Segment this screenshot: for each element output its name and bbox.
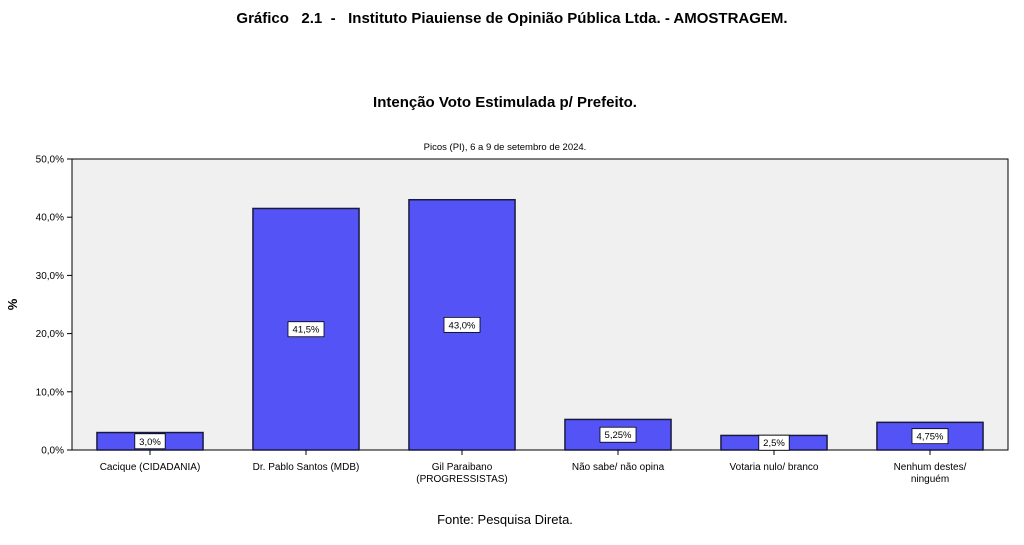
data-label-box bbox=[287, 321, 325, 338]
y-tick-label: 10,0% bbox=[36, 387, 64, 398]
y-tick-label: 50,0% bbox=[36, 155, 64, 166]
category-label: Gil Paraibano (PROGRESSISTAS) bbox=[416, 462, 508, 485]
data-label-box bbox=[443, 316, 481, 333]
y-axis: 0,0% 10,0% 20,0% 30,0% 40,0% 50,0% bbox=[36, 155, 72, 457]
data-label: 5,25% bbox=[605, 430, 632, 441]
y-tick-label: 20,0% bbox=[36, 329, 64, 340]
chart-subtitle: Picos (PI), 6 a 9 de setembro de 2024. bbox=[423, 142, 587, 153]
category-label: Não sabe/ não opina bbox=[572, 462, 665, 473]
category-label: Nenhum destes/ninguém bbox=[894, 462, 967, 485]
y-tick-label: 40,0% bbox=[36, 213, 64, 224]
data-label: 4,75% bbox=[917, 432, 944, 443]
data-label-box bbox=[134, 433, 166, 450]
category-label: Dr. Pablo Santos (MDB) bbox=[253, 462, 360, 473]
data-label: 2,5% bbox=[763, 438, 785, 449]
source-note: Fonte: Pesquisa Direta. bbox=[437, 512, 573, 527]
data-label: 43,0% bbox=[449, 320, 476, 331]
x-axis-labels: Cacique (CIDADANIA) Dr. Pablo Santos (MDB… bbox=[100, 450, 967, 485]
data-label-box bbox=[599, 426, 637, 443]
bars-group: 3,0% 41,5% 43,0% 5,25% 2,5% 4,75% bbox=[96, 198, 984, 451]
y-tick-label: 0,0% bbox=[41, 446, 64, 457]
y-axis-title: % bbox=[5, 298, 20, 310]
plot-area bbox=[71, 158, 1009, 451]
chart-title: Intenção Voto Estimulada p/ Prefeito. bbox=[373, 94, 637, 111]
data-label-box bbox=[911, 428, 949, 445]
header-title: Gráfico 2.1 - Instituto Piauiense de Opi… bbox=[236, 10, 788, 27]
category-label: Votaria nulo/ branco bbox=[730, 462, 819, 473]
y-tick-label: 30,0% bbox=[36, 271, 64, 282]
data-label: 41,5% bbox=[293, 325, 320, 336]
category-label: Cacique (CIDADANIA) bbox=[100, 462, 201, 473]
data-label: 3,0% bbox=[139, 437, 161, 448]
